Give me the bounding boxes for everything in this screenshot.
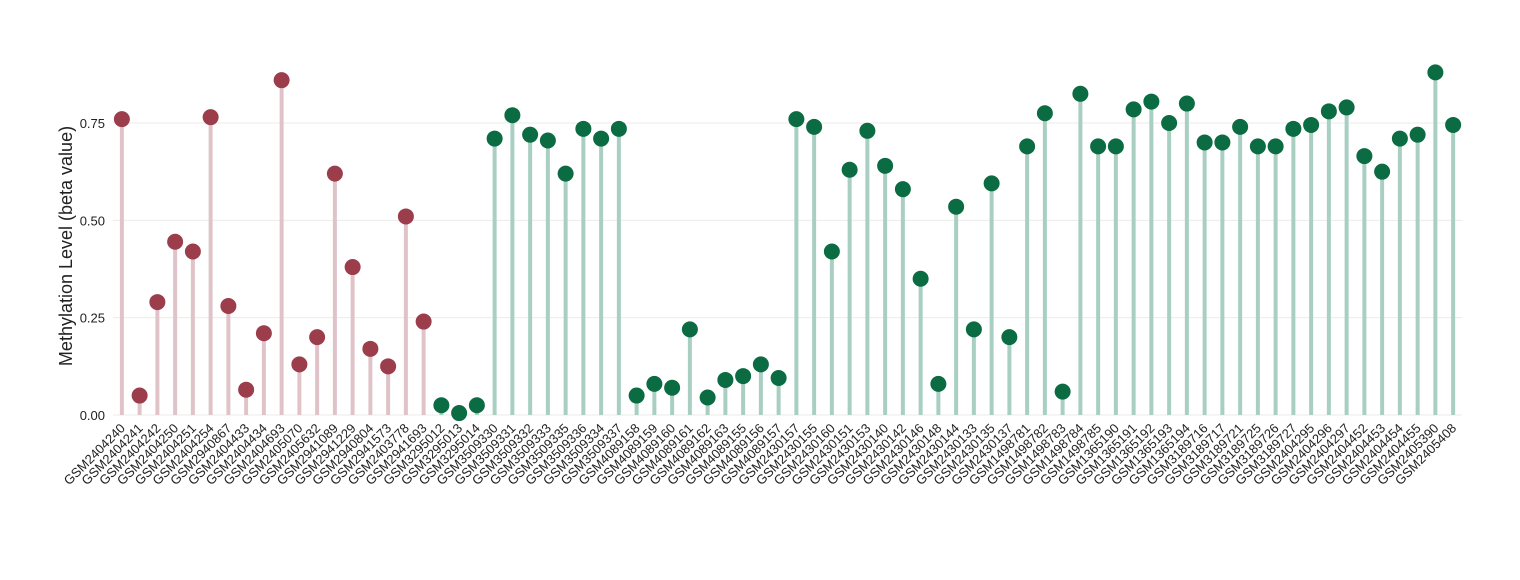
- dot: [202, 109, 219, 126]
- dot: [1374, 163, 1391, 180]
- dot: [1161, 115, 1178, 131]
- dot: [522, 126, 539, 143]
- dot: [859, 122, 876, 139]
- dot: [983, 175, 1000, 192]
- dot: [1303, 116, 1320, 133]
- dot: [646, 375, 663, 392]
- dot: [1320, 103, 1337, 120]
- dot: [877, 157, 894, 174]
- dot: [1267, 138, 1284, 155]
- dot: [504, 107, 521, 124]
- dot: [380, 358, 397, 375]
- dot: [912, 270, 929, 287]
- dot: [770, 370, 787, 387]
- dot: [628, 387, 645, 404]
- dot: [433, 397, 450, 414]
- dot: [113, 111, 130, 128]
- dot: [1409, 126, 1426, 143]
- dot: [149, 294, 166, 311]
- dot: [575, 120, 592, 137]
- dot: [468, 397, 485, 414]
- dot: [735, 368, 752, 385]
- dot: [1125, 101, 1142, 118]
- y-tick-label: 0.00: [80, 408, 105, 423]
- dot: [1214, 134, 1231, 151]
- dot: [1054, 383, 1071, 400]
- dot: [238, 381, 255, 398]
- dot: [557, 165, 574, 182]
- dot: [930, 375, 947, 392]
- dot: [699, 389, 716, 406]
- y-tick-label: 0.75: [80, 116, 105, 131]
- dot: [841, 161, 858, 178]
- dot: [823, 243, 840, 260]
- dot: [131, 387, 148, 404]
- dot: [220, 297, 237, 314]
- dot: [806, 118, 823, 135]
- dot: [1178, 95, 1195, 112]
- dot: [167, 233, 184, 250]
- dot: [610, 120, 627, 137]
- dot: [539, 132, 556, 149]
- dot: [1072, 85, 1089, 102]
- dot: [451, 405, 468, 422]
- dot: [1338, 99, 1355, 116]
- dot: [486, 130, 503, 147]
- dot: [291, 356, 308, 373]
- dot: [1001, 329, 1018, 346]
- dot: [415, 313, 432, 330]
- dot: [948, 198, 965, 215]
- dot: [1445, 116, 1462, 133]
- dot: [184, 243, 201, 260]
- dot: [344, 259, 361, 276]
- dot: [397, 208, 414, 225]
- dot: [717, 371, 734, 388]
- dot: [788, 111, 805, 128]
- dot: [1143, 93, 1160, 110]
- dot: [309, 329, 326, 346]
- dot: [255, 325, 272, 342]
- dot: [1107, 138, 1124, 155]
- dot: [1249, 138, 1266, 155]
- dot: [326, 165, 343, 182]
- dot: [1391, 130, 1408, 147]
- dot: [273, 72, 290, 89]
- dot: [362, 340, 379, 357]
- dot: [593, 130, 610, 147]
- dot: [965, 321, 982, 338]
- dot: [1427, 64, 1444, 81]
- dot: [664, 379, 681, 396]
- dot: [1090, 138, 1107, 155]
- dot: [1019, 138, 1036, 155]
- y-tick-label: 0.25: [80, 311, 105, 326]
- dot: [1356, 148, 1373, 165]
- dot: [1196, 134, 1213, 151]
- dot: [894, 181, 911, 198]
- dot: [752, 356, 769, 373]
- y-tick-label: 0.50: [80, 213, 105, 228]
- y-axis-label: Methylation Level (beta value): [56, 126, 76, 366]
- dot: [1232, 118, 1249, 135]
- dot: [1036, 105, 1053, 122]
- dot: [1285, 120, 1302, 137]
- dot: [681, 321, 698, 338]
